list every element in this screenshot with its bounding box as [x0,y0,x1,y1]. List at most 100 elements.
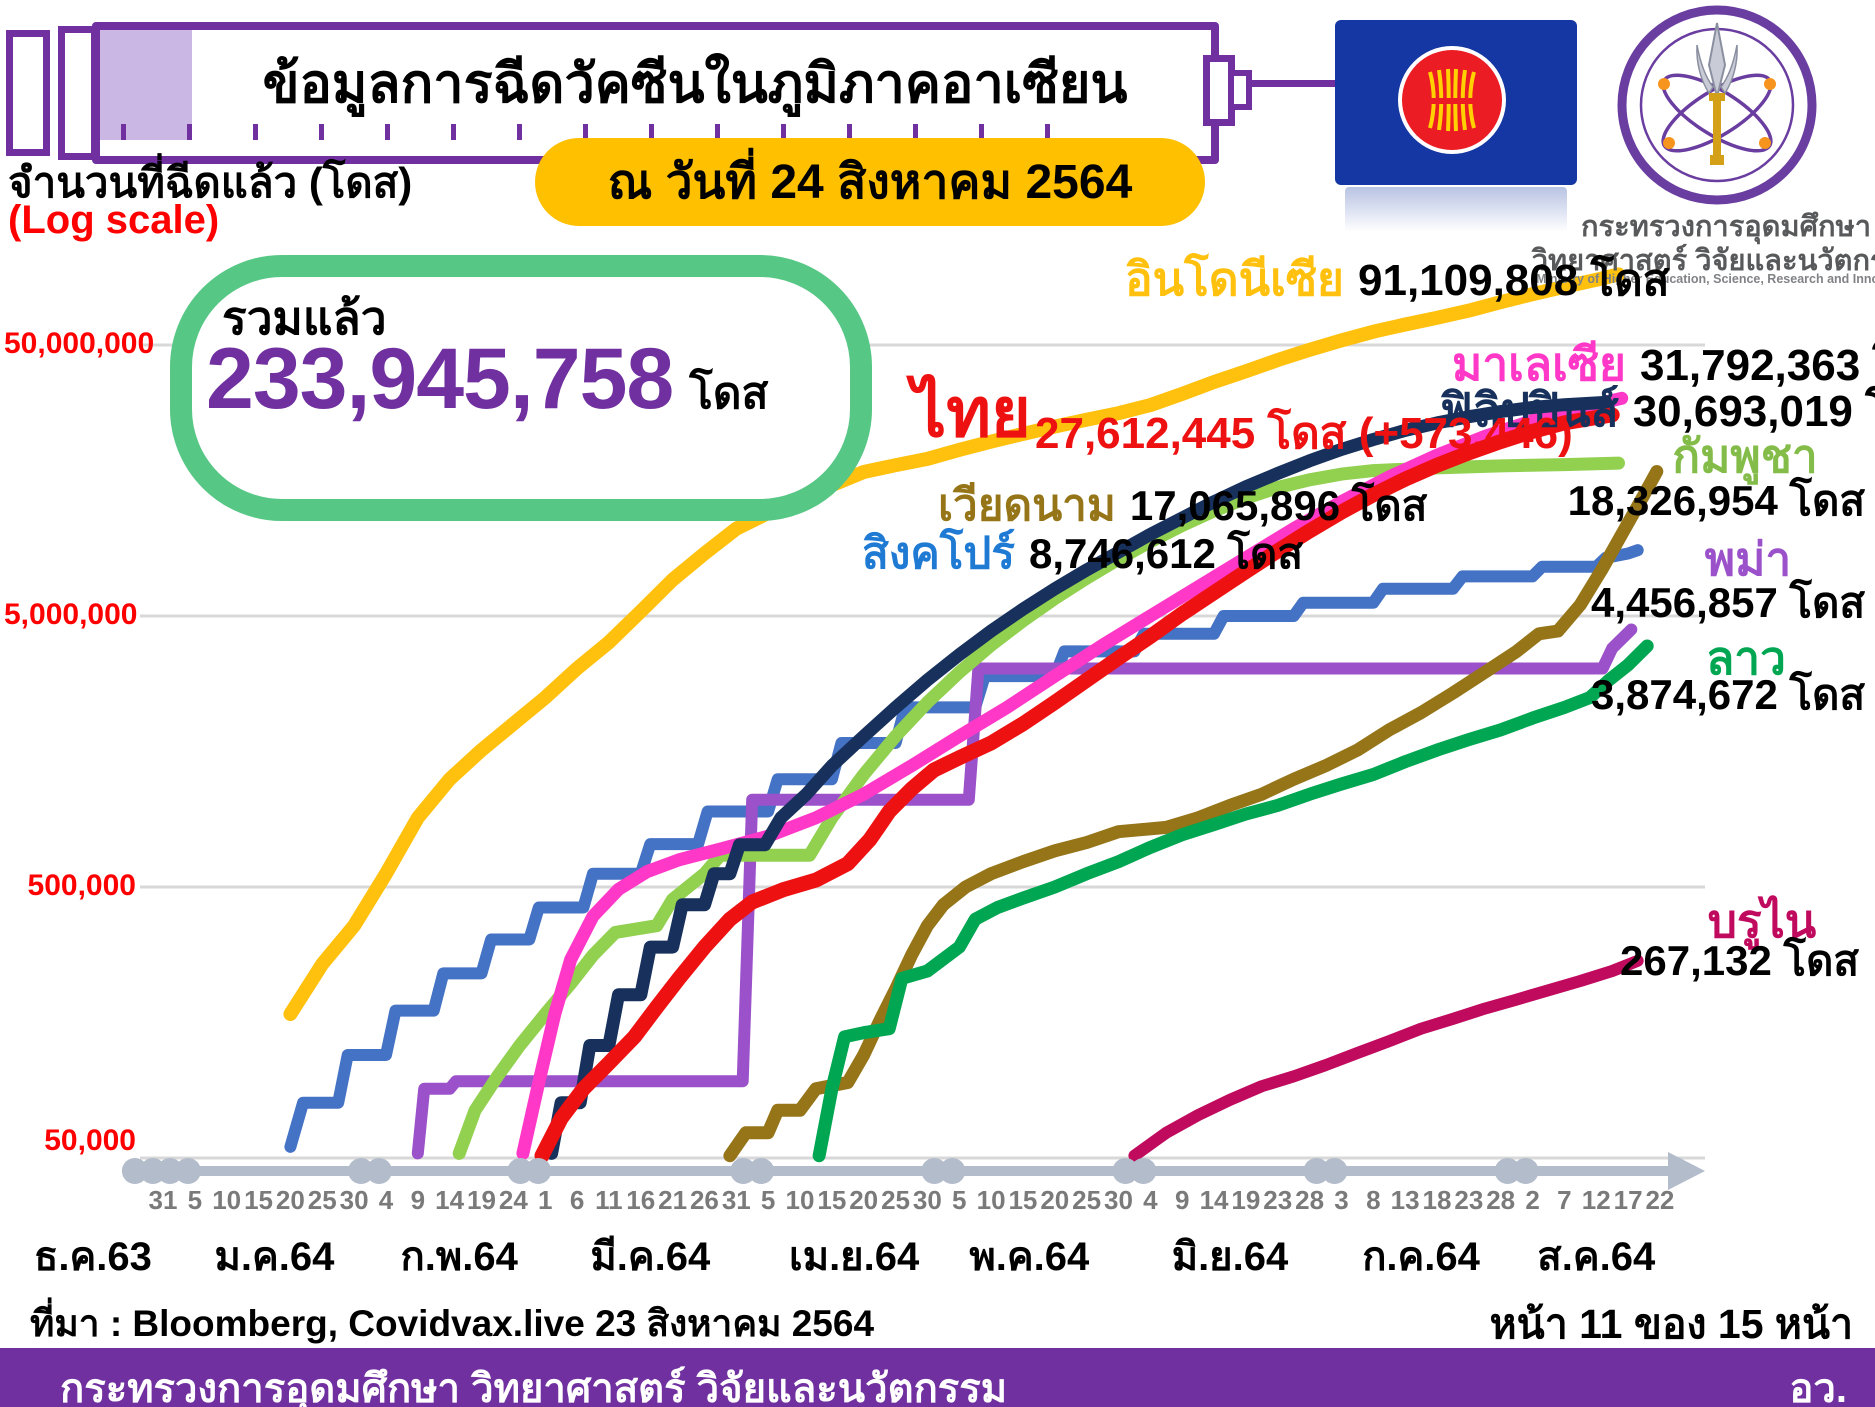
month-boundary-dot [1130,1158,1157,1184]
country-label-indonesia: อินโดนีเซีย 91,109,808 โดส [1125,243,1670,316]
ministry-name-en: Ministry of Higher Education, Science, R… [1536,272,1875,286]
series-line-malaysia [516,391,1629,1160]
x-tick-label: 8 [1366,1185,1381,1215]
month-boundary-dot [921,1158,948,1184]
x-tick-label: 25 [307,1185,337,1215]
month-boundary-dot [507,1158,534,1184]
month-label-ม.ค.64: ม.ค.64 [214,1235,335,1279]
x-axis-line [128,1166,1673,1176]
x-tick-label: 2 [1525,1185,1540,1215]
month-boundary-dot [748,1158,775,1184]
syringe-tick [847,124,852,140]
y-tick-label: 500,000 [27,869,136,902]
x-tick-label: 15 [817,1185,847,1215]
asean-emblem-icon [1398,46,1506,154]
month-boundary-dot [1321,1158,1348,1184]
x-tick-label: 25 [1072,1185,1102,1215]
total-doses-bubble [170,255,872,521]
syringe-fill [100,30,192,140]
syringe-plunger-flange-icon [58,26,98,160]
syringe-tick [1045,124,1050,140]
country-name-cambodia: กัมพูชา [1672,430,1818,482]
series-line-brunei [1128,954,1644,1162]
x-tick-label: 5 [187,1185,203,1215]
x-tick-label: 25 [881,1185,910,1215]
x-tick-label: 18 [1422,1185,1452,1215]
x-tick-label: 30 [339,1185,369,1215]
syringe-plunger-rod-icon [6,30,50,156]
x-tick-label: 16 [626,1185,656,1215]
x-tick-label: 20 [1040,1185,1070,1215]
country-value-thailand: 27,612,445 โดส (+573,446) [1035,409,1573,458]
country-name-singapore: สิงคโปร์ [862,529,1015,578]
x-tick-label: 17 [1613,1185,1643,1215]
country-name-vietnam: เวียดนาม [938,481,1116,530]
syringe-tick [715,124,720,140]
x-tick-label: 13 [1390,1185,1420,1215]
series-line-myanmar [411,623,1638,1160]
syringe-tick [913,124,918,140]
syringe-tick [517,124,522,140]
month-label-ก.พ.64: ก.พ.64 [400,1235,518,1279]
x-tick-label: 24 [498,1185,528,1215]
month-boundary-dot [1512,1158,1539,1184]
mhesi-seal-icon [1617,5,1817,205]
y-tick-label: 50,000 [44,1124,136,1157]
x-tick-label: 30 [912,1185,942,1215]
month-boundary-dot [939,1158,966,1184]
x-tick-label: 22 [1645,1185,1675,1215]
month-boundary-dot [156,1158,183,1184]
x-tick-label: 10 [976,1185,1006,1215]
ministry-name-th-1: กระทรวงการอุดมศึกษา [1581,211,1871,243]
syringe-tip-icon [1203,55,1235,126]
x-axis-arrow-icon [1668,1152,1705,1190]
month-boundary-dot [1112,1158,1139,1184]
x-tick-label: 10 [785,1185,815,1215]
month-boundary-dot [348,1158,375,1184]
x-tick-label: 3 [1334,1185,1349,1215]
country-label-malaysia: มาเลเซีย 31,792,363 โดส [1452,328,1875,401]
month-label-เม.ย.64: เม.ย.64 [789,1235,920,1279]
country-label-vietnam: เวียดนาม 17,065,896 โดส [938,470,1427,540]
x-tick-label: 9 [1174,1185,1190,1215]
x-tick-label: 28 [1486,1185,1516,1215]
syringe-needle-icon [1248,80,1338,87]
month-boundary-dot [1494,1158,1521,1184]
country-name-malaysia: มาเลเซีย [1452,338,1626,390]
x-tick-label: 31 [148,1185,178,1215]
x-tick-label: 4 [378,1185,394,1215]
x-tick-label: 6 [569,1185,585,1215]
x-tick-label: 12 [1581,1185,1611,1215]
y-tick-label: 5,000,000 [4,598,138,631]
country-value-myanmar: 4,456,857 โดส [1591,579,1865,626]
country-value-cambodia: 18,326,954 โดส [1567,477,1865,524]
country-value-brunei: 267,132 โดส [1620,937,1859,984]
month-label-พ.ค.64: พ.ค.64 [969,1235,1090,1279]
country-name-indonesia: อินโดนีเซีย [1125,253,1344,305]
y-axis-title: จำนวนที่ฉีดแล้ว (โดส) [8,159,413,206]
series-line-laos [812,639,1654,1163]
month-boundary-dot [174,1158,201,1184]
x-tick-label: 30 [1104,1185,1133,1215]
country-label-singapore: สิงคโปร์ 8,746,612 โดส [862,518,1303,588]
x-tick-label: 20 [849,1185,879,1215]
country-value-malaysia: 31,792,363 โดส [1639,341,1875,390]
page-indicator: หน้า 11 ของ 15 หน้า [1489,1301,1853,1347]
x-tick-label: 31 [721,1185,751,1215]
x-tick-label: 26 [689,1185,719,1215]
total-unit: โดส [689,369,769,418]
x-tick-label: 15 [244,1185,273,1215]
x-tick-label: 4 [1143,1185,1158,1215]
x-tick-label: 15 [1008,1185,1038,1215]
x-tick-label: 5 [952,1185,967,1215]
x-tick-label: 23 [1263,1185,1293,1215]
x-tick-label: 10 [212,1185,242,1215]
page-title: ข้อมูลการฉีดวัคซีนในภูมิภาคอาเซียน [262,54,1128,114]
series-line-cambodia [452,456,1625,1160]
x-tick-label: 23 [1454,1185,1484,1215]
syringe-tick [583,124,588,140]
source-citation: ที่มา : Bloomberg, Covidvax.live 23 สิงห… [30,1303,875,1344]
x-tick-label: 11 [595,1185,623,1215]
